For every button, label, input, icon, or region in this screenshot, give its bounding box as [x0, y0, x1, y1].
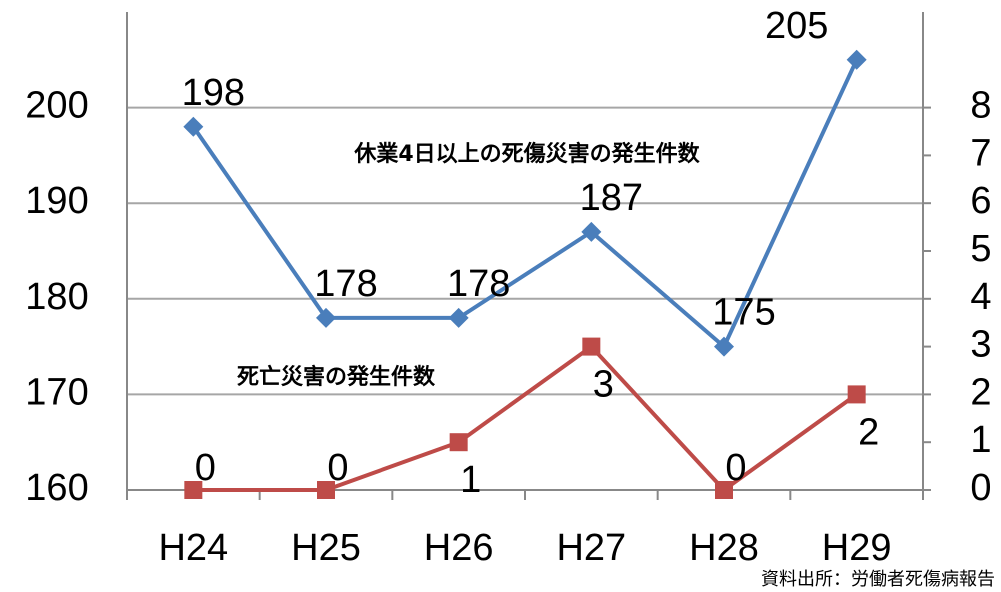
y2-tick-label: 6: [970, 180, 991, 222]
data-label: 187: [580, 177, 643, 219]
series-annotation: 死亡災害の発生件数: [237, 364, 436, 390]
data-label: 2: [858, 411, 879, 453]
data-label: 3: [593, 364, 614, 406]
marker: [316, 307, 336, 328]
marker: [184, 481, 203, 499]
marker: [317, 481, 335, 499]
data-label: 0: [195, 447, 216, 489]
data-label: 0: [327, 447, 348, 489]
y2-tick-label: 2: [970, 371, 991, 413]
data-label: 0: [725, 447, 746, 489]
data-label: 1: [460, 459, 481, 501]
y2-tick-label: 0: [970, 467, 991, 509]
y2-tick-label: 3: [970, 324, 991, 366]
source-note: 資料出所：労働者死傷病報告: [761, 569, 995, 590]
x-tick-label: H28: [689, 527, 759, 569]
series-line: [193, 343, 858, 493]
series-line: [191, 58, 859, 350]
x-tick-label: H27: [556, 527, 626, 569]
x-tick-label: H29: [822, 527, 892, 569]
data-label: 175: [712, 292, 775, 334]
y-tick-label: 200: [25, 85, 88, 127]
y2-tick-label: 1: [970, 419, 991, 461]
y-tick-label: 180: [25, 276, 88, 318]
data-label: 178: [314, 263, 377, 305]
y2-tick-label: 4: [970, 276, 991, 318]
x-tick-label: H26: [424, 527, 494, 569]
y-tick-label: 160: [25, 467, 88, 509]
marker: [581, 221, 602, 242]
x-tick-label: H24: [158, 527, 228, 569]
y2-tick-label: 8: [970, 85, 991, 127]
marker: [448, 307, 469, 328]
y-tick-label: 190: [25, 180, 88, 222]
marker: [582, 337, 601, 356]
series-annotation: 休業4日以上の死傷災害の発生件数: [353, 141, 700, 167]
y2-tick-label: 7: [970, 132, 991, 174]
data-label: 198: [182, 72, 245, 114]
marker: [183, 116, 204, 137]
marker: [846, 49, 867, 70]
marker: [449, 433, 468, 452]
marker: [715, 481, 733, 499]
marker: [847, 385, 866, 404]
y2-tick-label: 5: [970, 228, 991, 270]
data-label: 178: [447, 263, 510, 305]
data-label: 205: [765, 5, 828, 47]
y-tick-label: 170: [25, 371, 88, 413]
marker: [714, 336, 734, 357]
x-tick-label: H25: [291, 527, 361, 569]
